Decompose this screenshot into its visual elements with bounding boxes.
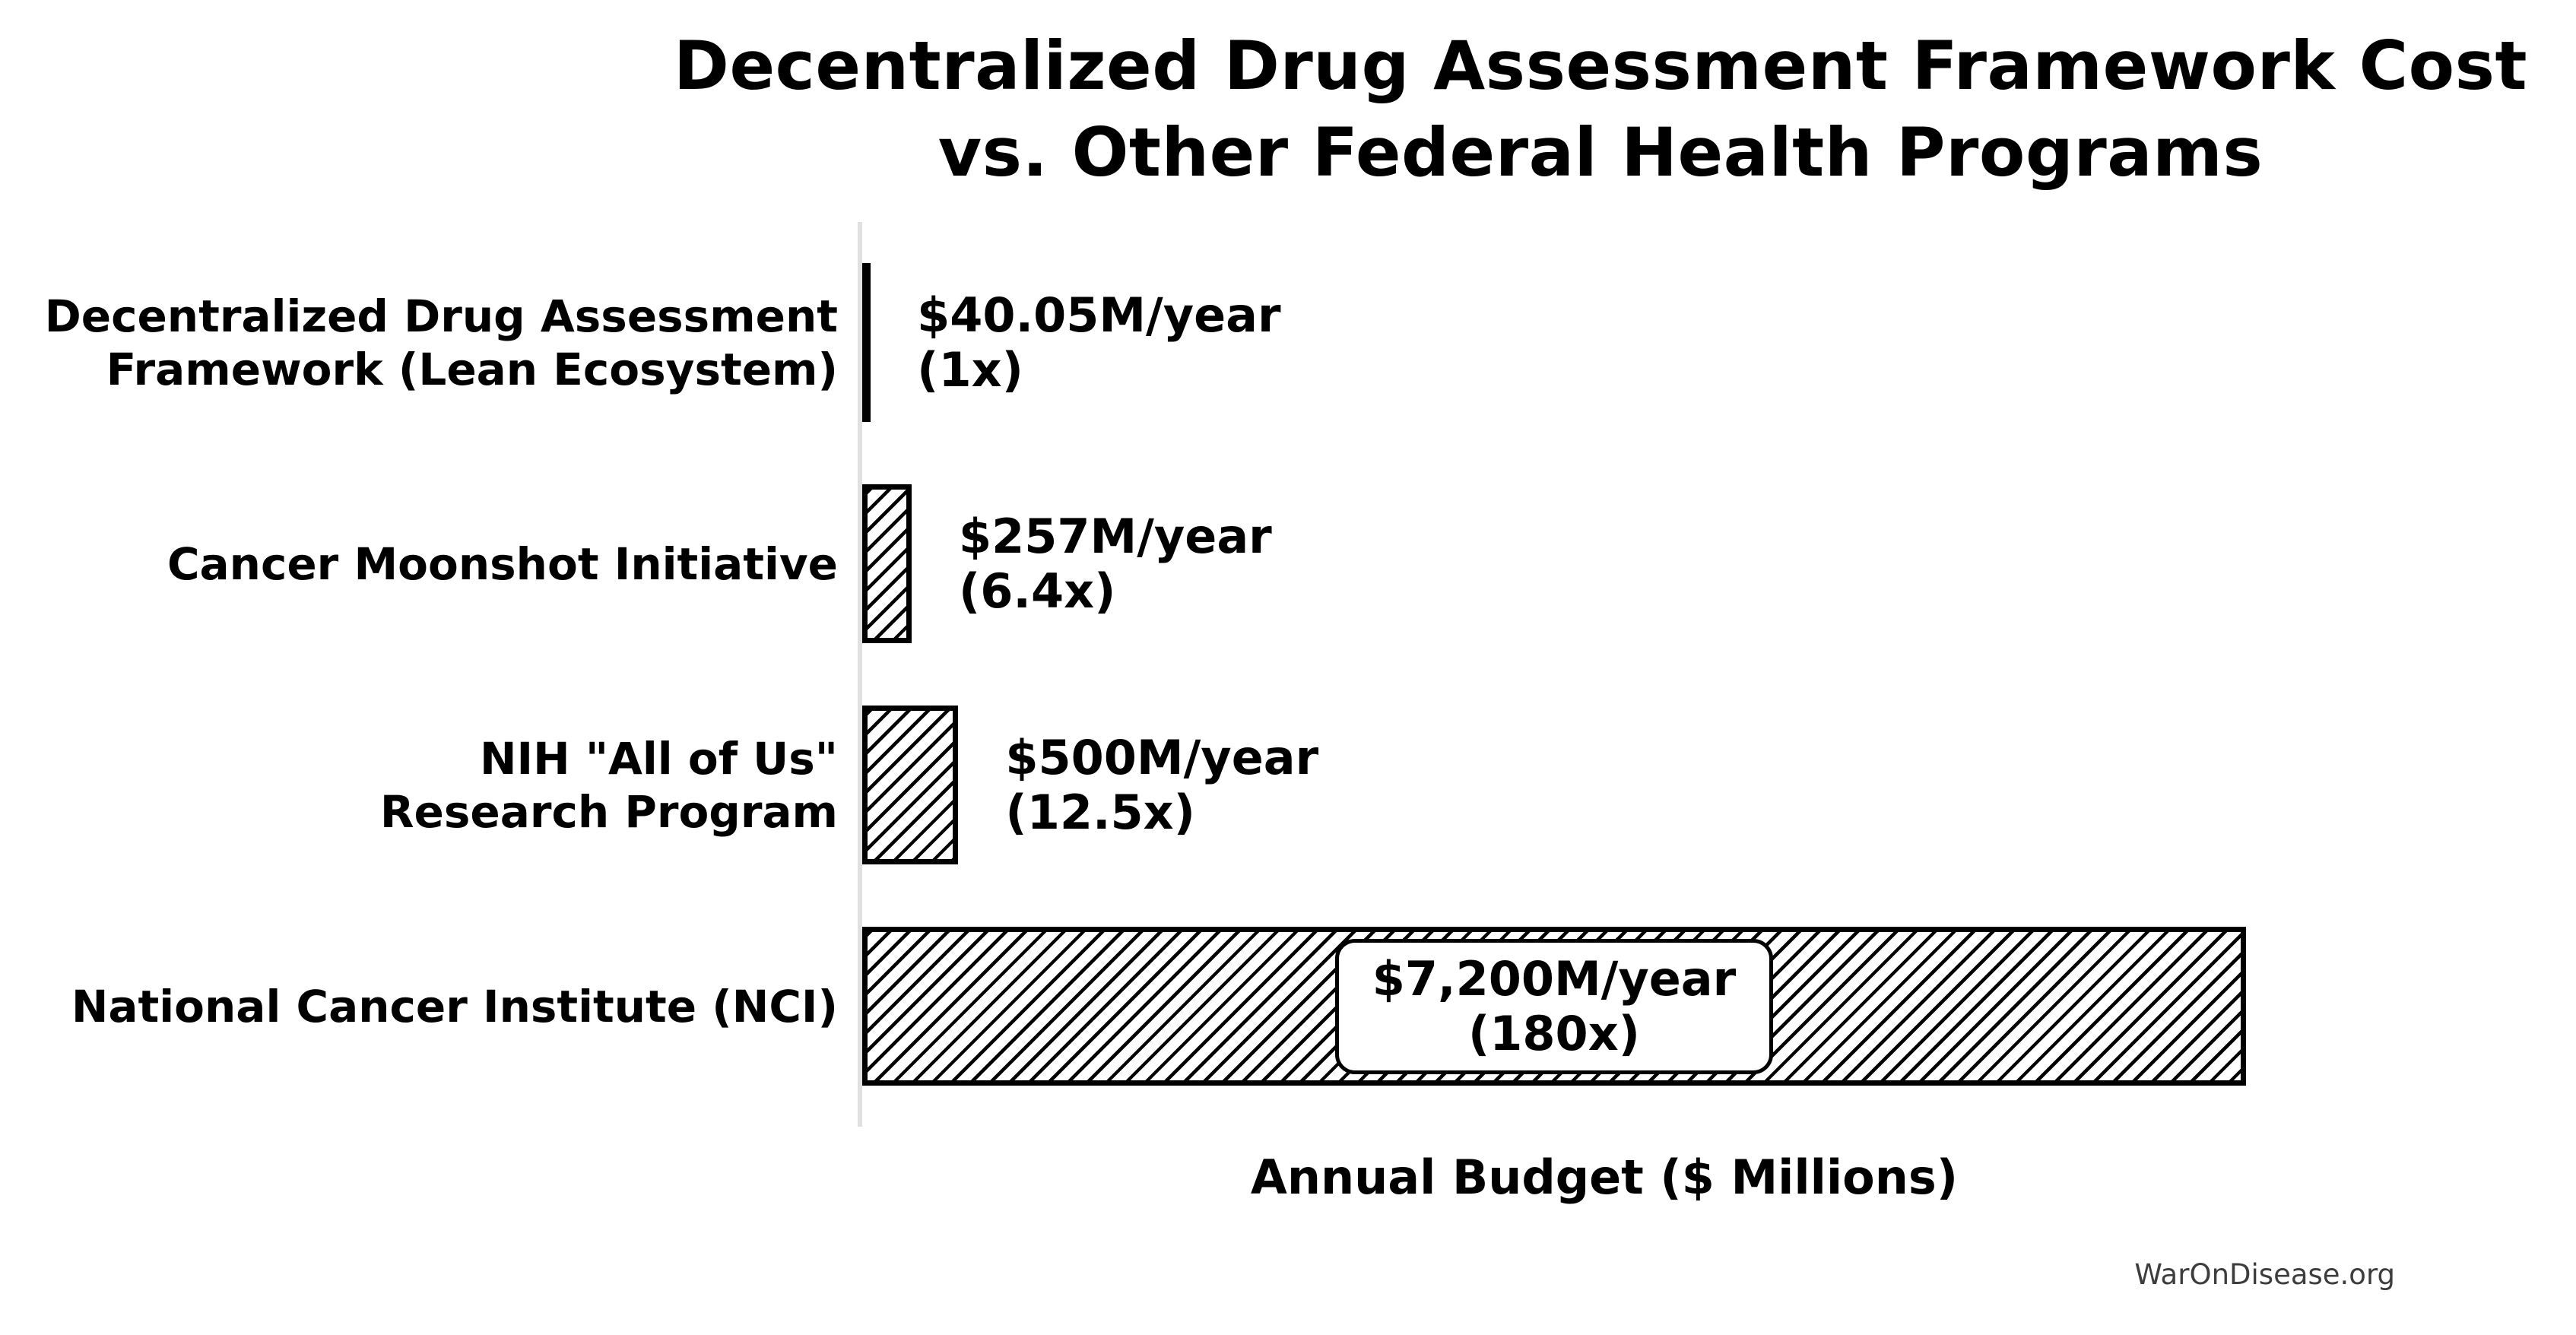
value-label-box: $7,200M/year (180x) bbox=[1334, 938, 1774, 1074]
value-label: $40.05M/year (1x) bbox=[917, 287, 1281, 398]
category-label: NIH "All of Us" Research Program bbox=[379, 732, 838, 838]
y-axis-spine bbox=[858, 222, 862, 1127]
category-label: Decentralized Drug Assessment Framework … bbox=[44, 290, 838, 395]
category-label: Cancer Moonshot Initiative bbox=[167, 537, 838, 590]
category-label: National Cancer Institute (NCI) bbox=[71, 980, 838, 1032]
value-label: $500M/year (12.5x) bbox=[1005, 729, 1319, 840]
chart-title: Decentralized Drug Assessment Framework … bbox=[673, 27, 2528, 192]
watermark: WarOnDisease.org bbox=[2134, 1258, 2395, 1291]
value-label: $7,200M/year (180x) bbox=[1372, 950, 1737, 1061]
x-axis-label: Annual Budget ($ Millions) bbox=[1250, 1149, 1959, 1205]
bar bbox=[862, 484, 912, 643]
bar bbox=[862, 706, 959, 864]
bar bbox=[862, 263, 871, 422]
value-label: $257M/year (6.4x) bbox=[958, 508, 1272, 619]
bar: $7,200M/year (180x) bbox=[862, 927, 2246, 1086]
